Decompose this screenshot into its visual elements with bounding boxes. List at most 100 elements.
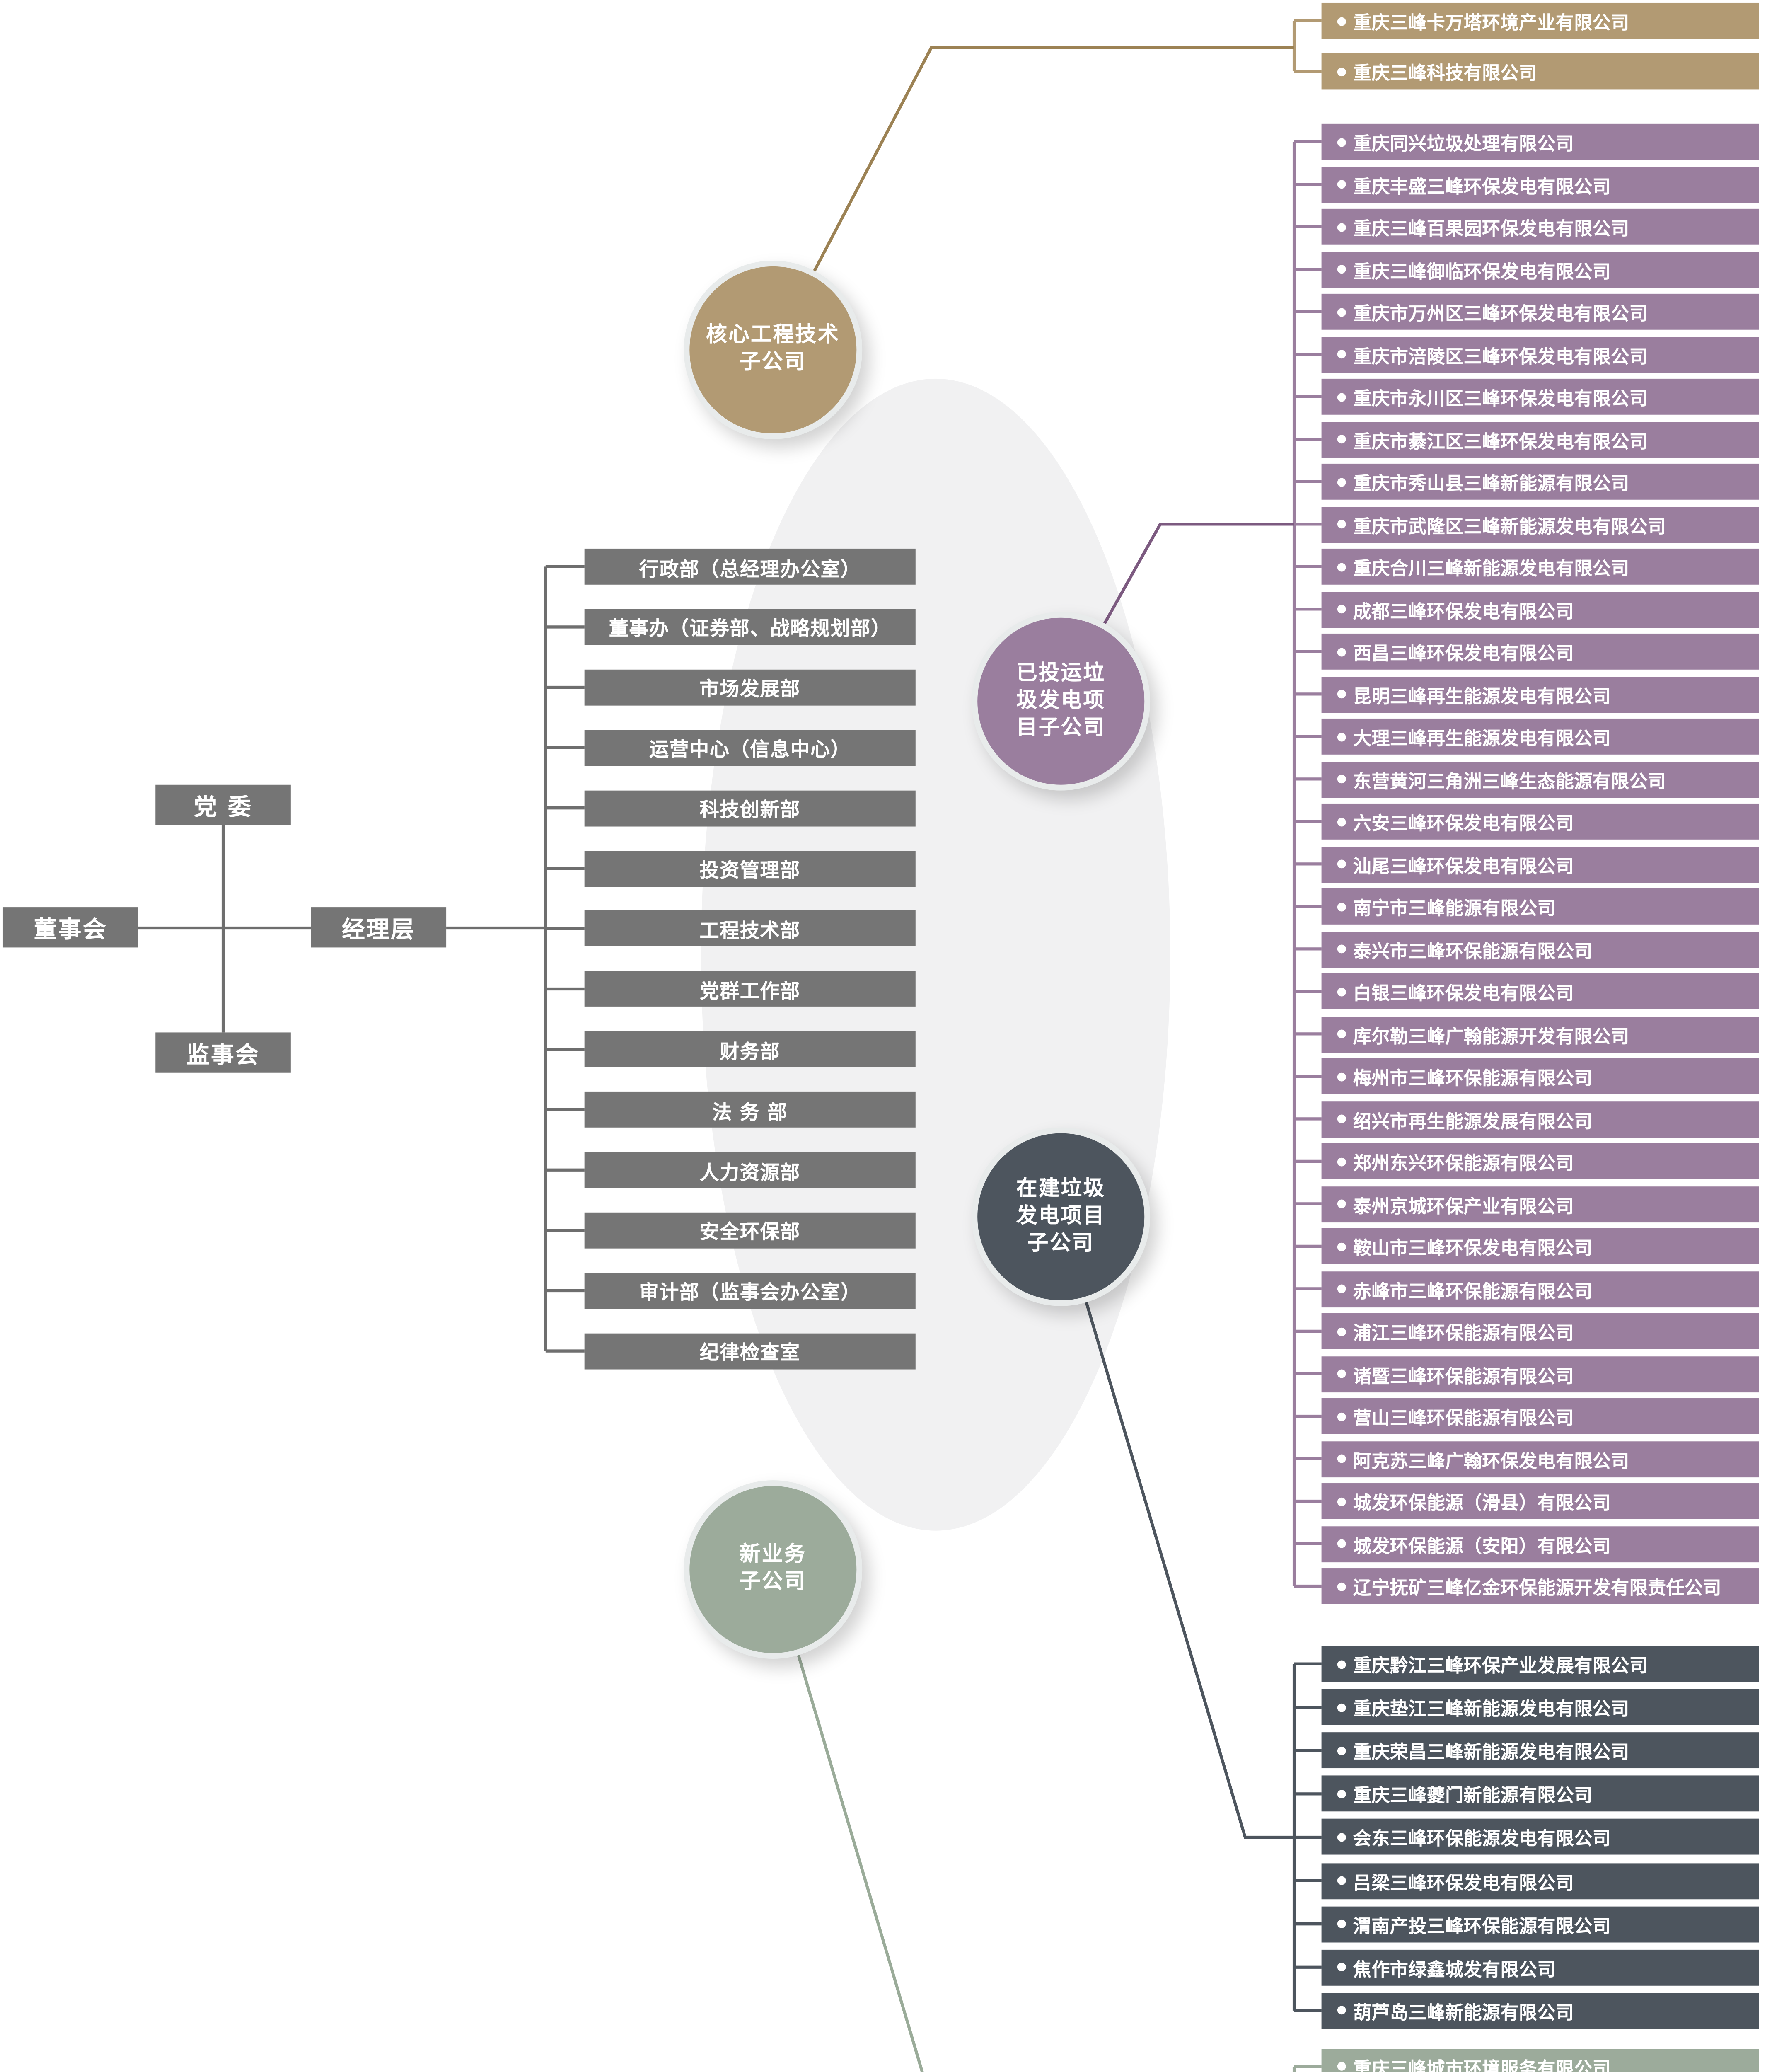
company-item: 绍兴市再生能源发展有限公司 [1321, 1101, 1759, 1137]
department-label: 科技创新部 [699, 799, 800, 823]
group-circle-label-line: 圾发电项 [1016, 689, 1106, 712]
group-circle-label-line: 核心工程技术 [706, 324, 840, 347]
group-circle-under-construction-waste-to-energy: 在建垃圾发电项目子公司 [972, 1127, 1151, 1306]
company-item: 库尔勒三峰广翰能源开发有限公司 [1321, 1016, 1759, 1052]
company-item: 重庆三峰科技有限公司 [1321, 53, 1759, 90]
bullet-dot-icon [1337, 435, 1346, 444]
department-box: 科技创新部 [584, 790, 916, 826]
company-name: 重庆市秀山县三峰新能源有限公司 [1353, 472, 1629, 494]
department-label: 安全环保部 [699, 1221, 800, 1245]
company-name: 重庆三峰御临环保发电有限公司 [1353, 260, 1611, 282]
bullet-dot-icon [1337, 180, 1346, 189]
company-item: 渭南产投三峰环保能源有限公司 [1321, 1906, 1759, 1942]
company-name: 赤峰市三峰环保能源有限公司 [1353, 1279, 1593, 1301]
bullet-dot-icon [1337, 477, 1346, 486]
company-name: 白银三峰环保发电有限公司 [1353, 982, 1574, 1004]
department-box: 董事办（证券部、战略规划部） [584, 609, 916, 645]
bullet-dot-icon [1337, 1963, 1346, 1972]
bullet-dot-icon [1337, 16, 1346, 25]
company-name: 东营黄河三角洲三峰生态能源有限公司 [1353, 770, 1666, 792]
company-item: 重庆市永川区三峰环保发电有限公司 [1321, 378, 1759, 415]
company-name: 泰州京城环保产业有限公司 [1353, 1194, 1574, 1216]
company-item: 重庆三峰夔门新能源有限公司 [1321, 1776, 1759, 1812]
department-label: 人力资源部 [699, 1161, 800, 1185]
bullet-dot-icon [1337, 1114, 1346, 1123]
bullet-dot-icon [1337, 1659, 1346, 1668]
company-item: 重庆三峰御临环保发电有限公司 [1321, 251, 1759, 288]
company-name: 重庆丰盛三峰环保发电有限公司 [1353, 175, 1611, 197]
company-item: 东营黄河三角洲三峰生态能源有限公司 [1321, 761, 1759, 797]
bullet-dot-icon [1337, 2006, 1346, 2015]
group-circle-label-line: 子公司 [1027, 1232, 1095, 1255]
company-item: 赤峰市三峰环保能源有限公司 [1321, 1271, 1759, 1307]
bullet-dot-icon [1337, 902, 1346, 911]
company-name: 昆明三峰再生能源发电有限公司 [1353, 685, 1611, 707]
department-label: 审计部（监事会办公室） [639, 1282, 861, 1305]
bullet-dot-icon [1337, 647, 1346, 656]
company-item: 白银三峰环保发电有限公司 [1321, 973, 1759, 1009]
bullet-dot-icon [1337, 732, 1346, 741]
bullet-dot-icon [1337, 1539, 1346, 1548]
operating-waste-to-energy-connector-line [1103, 523, 1294, 625]
company-name: 重庆市万州区三峰环保发电有限公司 [1353, 302, 1648, 324]
company-name: 重庆三峰百果园环保发电有限公司 [1353, 217, 1629, 239]
board-of-directors-label: 董事会 [34, 915, 107, 943]
bullet-dot-icon [1337, 392, 1346, 401]
company-item: 重庆市秀山县三峰新能源有限公司 [1321, 463, 1759, 500]
bullet-dot-icon [1337, 350, 1346, 359]
department-label: 工程技术部 [699, 920, 800, 943]
department-label: 运营中心（信息中心） [649, 739, 851, 762]
supervisory-board-label: 监事会 [186, 1041, 260, 1069]
bullet-dot-icon [1337, 67, 1346, 76]
management-team-box: 经理层 [311, 907, 447, 948]
bullet-dot-icon [1337, 1157, 1346, 1166]
company-name: 重庆三峰卡万塔环境产业有限公司 [1353, 11, 1629, 33]
group-circle-core-engineering: 核心工程技术 子公司 [684, 260, 863, 439]
group-circle-label-line: 在建垃圾 [1016, 1177, 1106, 1201]
bullet-dot-icon [1337, 1284, 1346, 1293]
company-item: 重庆市武隆区三峰新能源发电有限公司 [1321, 506, 1759, 542]
group-circle-new-business: 新业务 子公司 [684, 1480, 863, 1659]
company-item: 阿克苏三峰广翰环保发电有限公司 [1321, 1440, 1759, 1477]
company-name: 重庆垫江三峰新能源发电有限公司 [1353, 1698, 1629, 1720]
company-name: 城发环保能源（滑县）有限公司 [1353, 1491, 1611, 1514]
bullet-dot-icon [1337, 1876, 1346, 1885]
department-box: 审计部（监事会办公室） [584, 1273, 916, 1309]
bullet-dot-icon [1337, 1497, 1346, 1506]
company-item: 诸暨三峰环保能源有限公司 [1321, 1356, 1759, 1392]
department-box: 法 务 部 [584, 1092, 916, 1128]
company-item: 泰兴市三峰环保能源有限公司 [1321, 931, 1759, 967]
company-item: 泰州京城环保产业有限公司 [1321, 1186, 1759, 1222]
bullet-dot-icon [1337, 817, 1346, 826]
department-box: 党群工作部 [584, 971, 916, 1007]
company-name: 重庆三峰夔门新能源有限公司 [1353, 1784, 1593, 1806]
company-name: 吕梁三峰环保发电有限公司 [1353, 1871, 1574, 1893]
department-label: 董事办（证券部、战略规划部） [609, 618, 891, 641]
bullet-dot-icon [1337, 775, 1346, 784]
board-of-directors-box: 董事会 [2, 907, 138, 948]
company-name: 重庆同兴垃圾处理有限公司 [1353, 132, 1574, 154]
company-name: 焦作市绿鑫城发有限公司 [1353, 1958, 1556, 1980]
bullet-dot-icon [1337, 1412, 1346, 1421]
company-item: 重庆市綦江区三峰环保发电有限公司 [1321, 421, 1759, 457]
company-name: 浦江三峰环保能源有限公司 [1353, 1322, 1574, 1343]
group-circle-label-line: 发电项目 [1016, 1204, 1106, 1228]
group-circle-operating-waste-to-energy: 已投运垃 圾发电项 目子公司 [972, 612, 1151, 791]
department-box: 行政部（总经理办公室） [584, 548, 916, 585]
company-name: 城发环保能源（安阳）有限公司 [1353, 1534, 1611, 1556]
company-item: 重庆荣昌三峰新能源发电有限公司 [1321, 1732, 1759, 1769]
bullet-dot-icon [1337, 1833, 1346, 1842]
company-name: 郑州东兴环保能源有限公司 [1353, 1152, 1574, 1174]
company-name: 会东三峰环保能源发电有限公司 [1353, 1828, 1611, 1850]
bullet-dot-icon [1337, 2062, 1346, 2071]
company-item: 焦作市绿鑫城发有限公司 [1321, 1949, 1759, 1985]
company-item: 辽宁抚矿三峰亿金环保能源开发有限责任公司 [1321, 1568, 1759, 1604]
company-item: 会东三峰环保能源发电有限公司 [1321, 1819, 1759, 1855]
company-name: 渭南产投三峰环保能源有限公司 [1353, 1915, 1611, 1936]
department-label: 市场发展部 [699, 678, 800, 702]
company-item: 鞍山市三峰环保发电有限公司 [1321, 1228, 1759, 1264]
bullet-dot-icon [1337, 520, 1346, 529]
department-label: 纪律检查室 [699, 1342, 800, 1365]
company-item: 吕梁三峰环保发电有限公司 [1321, 1862, 1759, 1899]
